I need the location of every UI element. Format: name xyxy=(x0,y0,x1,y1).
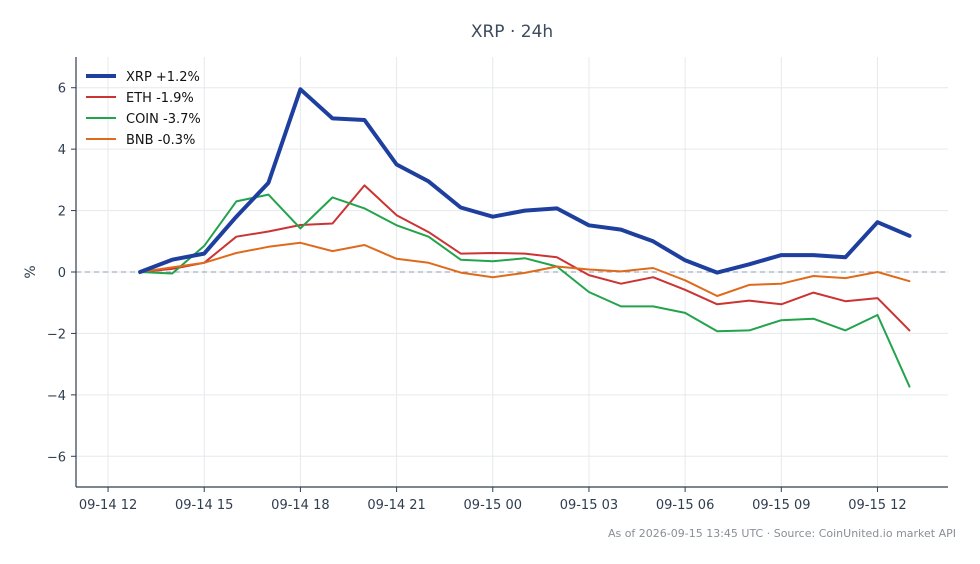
x-tick-label: 09-14 21 xyxy=(367,498,425,513)
series-line-xrp xyxy=(138,87,912,275)
y-tick-label: −6 xyxy=(47,450,66,465)
y-axis-label: % xyxy=(23,265,39,278)
y-axis-ticks: 6 4 2 0 −2 −4 −6 xyxy=(47,82,76,465)
y-tick-label: −2 xyxy=(47,327,66,342)
x-tick-label: 09-14 12 xyxy=(79,498,137,513)
x-tick-label: 09-15 00 xyxy=(464,498,522,513)
legend-label-xrp: XRP +1.2% xyxy=(126,70,200,85)
legend-label-bnb: BNB -0.3% xyxy=(126,133,195,148)
y-tick-label: 6 xyxy=(58,82,66,97)
series-line-bnb xyxy=(139,241,911,297)
series-line-coin xyxy=(139,193,911,388)
x-tick-label: 09-14 15 xyxy=(175,498,233,513)
x-tick-label: 09-15 03 xyxy=(560,498,618,513)
chart-title: XRP · 24h xyxy=(471,22,553,42)
x-tick-label: 09-15 12 xyxy=(848,498,906,513)
x-tick-label: 09-15 06 xyxy=(656,498,714,513)
source-footnote: As of 2026-09-15 13:45 UTC · Source: Coi… xyxy=(607,527,956,540)
y-tick-label: 4 xyxy=(58,143,66,158)
series-lines xyxy=(138,87,912,388)
legend-label-eth: ETH -1.9% xyxy=(126,91,194,106)
y-tick-label: 0 xyxy=(58,266,66,281)
x-tick-label: 09-14 18 xyxy=(271,498,329,513)
y-tick-label: −4 xyxy=(47,389,66,404)
series-line-eth xyxy=(139,184,911,332)
x-tick-label: 09-15 09 xyxy=(752,498,810,513)
legend: XRP +1.2% ETH -1.9% COIN -3.7% BNB -0.3% xyxy=(86,70,201,148)
legend-label-coin: COIN -3.7% xyxy=(126,112,201,127)
x-axis-ticks: 09-14 12 09-14 15 09-14 18 09-14 21 09-15 00… xyxy=(79,487,907,513)
y-tick-label: 2 xyxy=(58,205,66,220)
